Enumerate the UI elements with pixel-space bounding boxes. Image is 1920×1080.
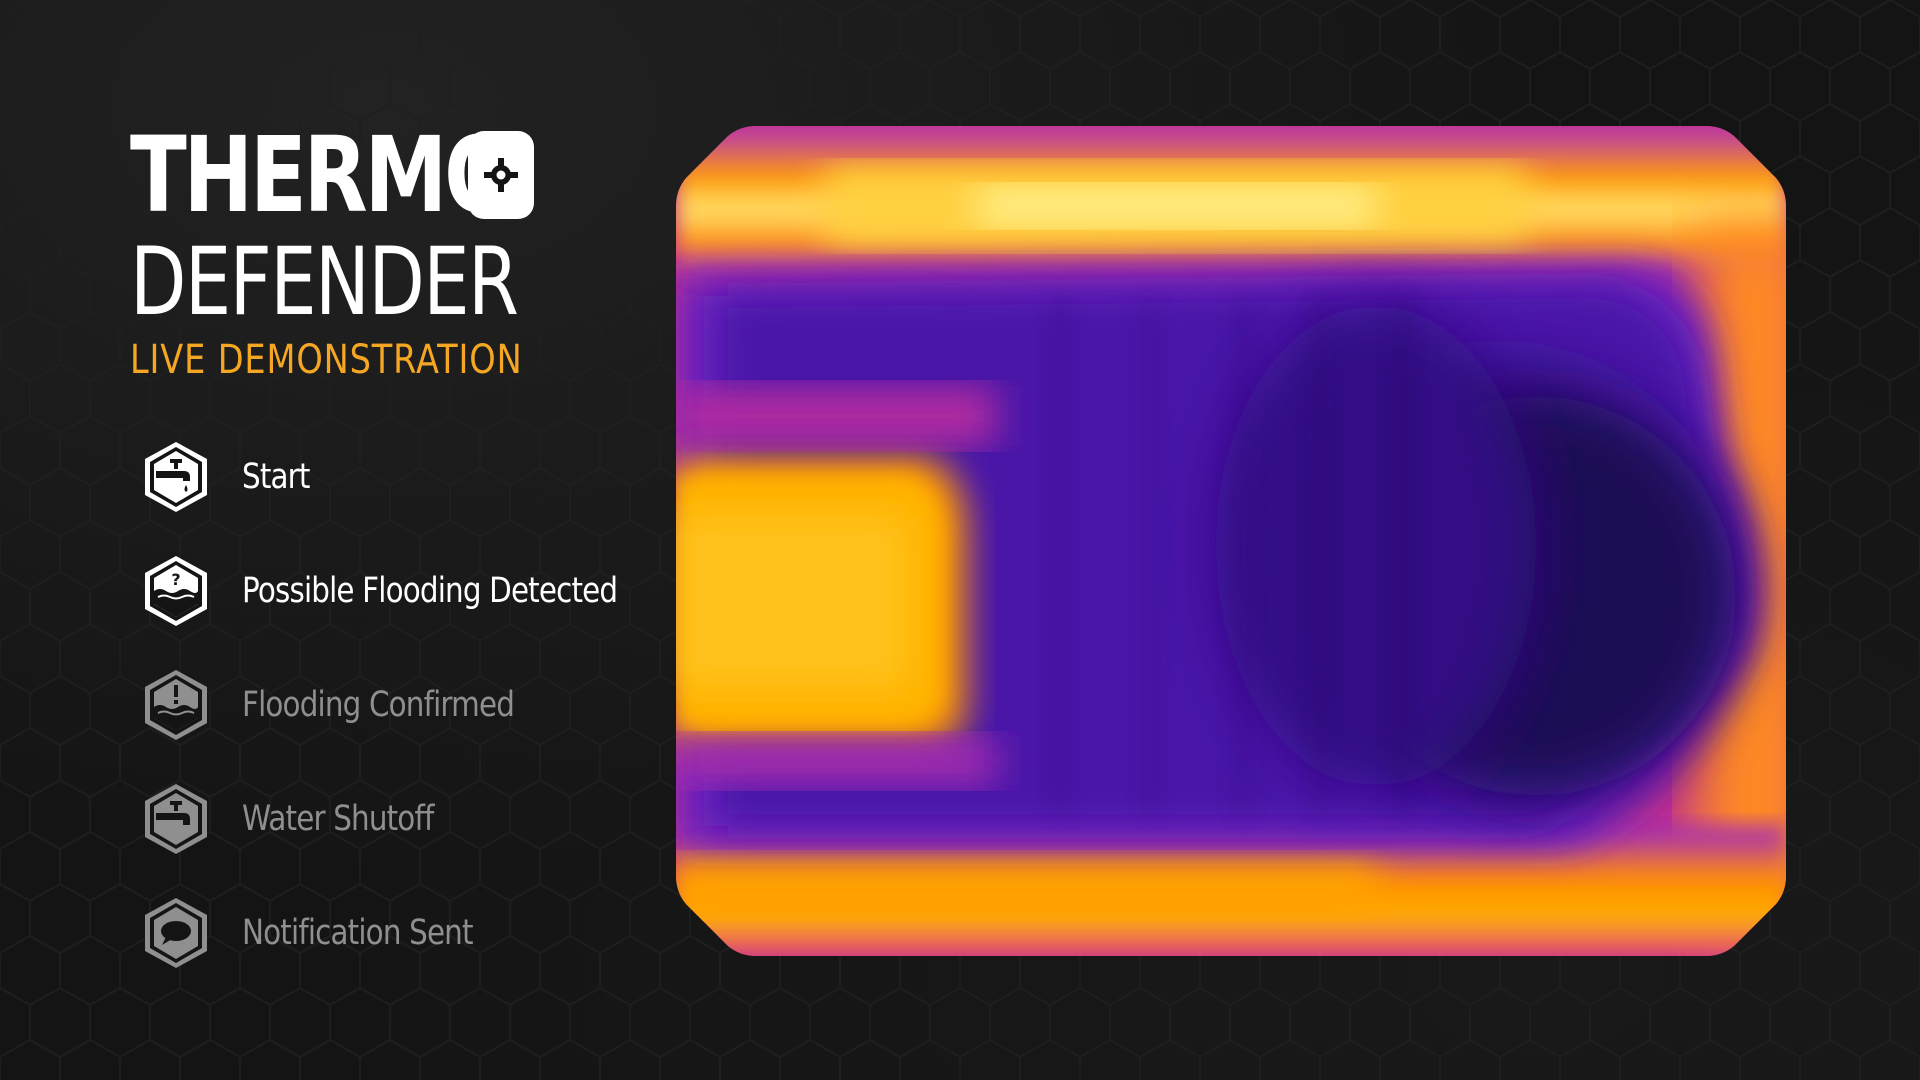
logo-badge-icon <box>468 131 534 219</box>
step-water-shutoff[interactable]: Water Shutoff <box>140 762 660 876</box>
speech-bubble-icon <box>140 895 212 971</box>
step-label: Start <box>242 457 310 497</box>
step-start[interactable]: Start <box>140 420 660 534</box>
thermal-camera-view <box>676 126 1786 956</box>
svg-text:?: ? <box>171 570 180 589</box>
step-list: Start ? Possible Flooding Detected <box>140 420 660 990</box>
step-notification-sent[interactable]: Notification Sent <box>140 876 660 990</box>
water-alert-icon <box>140 667 212 743</box>
logo-title-line2: DEFENDER <box>130 234 517 332</box>
faucet-drip-icon <box>140 439 212 515</box>
faucet-off-icon <box>140 781 212 857</box>
step-label: Flooding Confirmed <box>242 685 514 725</box>
sidebar-panel: THERMO DEFENDER LIVE DEMONSTRATION <box>130 120 650 960</box>
app-logo: THERMO DEFENDER LIVE DEMONSTRATION <box>130 120 650 382</box>
step-flooding-confirmed[interactable]: Flooding Confirmed <box>140 648 660 762</box>
step-label: Notification Sent <box>242 913 473 953</box>
step-possible-flooding[interactable]: ? Possible Flooding Detected <box>140 534 660 648</box>
step-label: Water Shutoff <box>242 799 433 839</box>
page-subtitle: LIVE DEMONSTRATION <box>130 338 523 382</box>
logo-title-line1: THERMO <box>130 123 394 227</box>
step-label: Possible Flooding Detected <box>242 571 617 611</box>
water-question-icon: ? <box>140 553 212 629</box>
